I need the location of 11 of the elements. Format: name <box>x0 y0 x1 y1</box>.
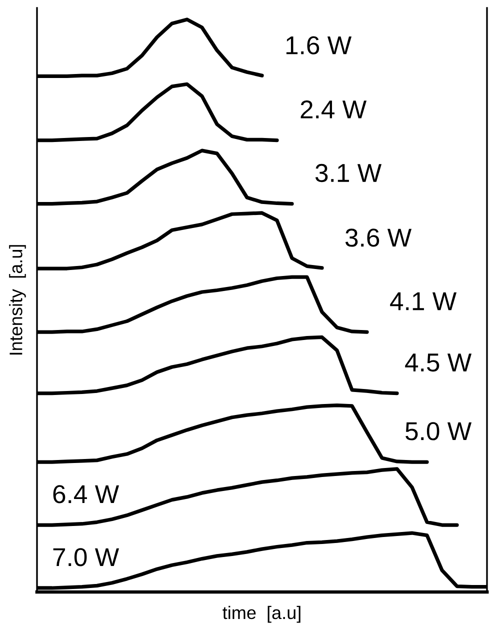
y-axis-title: Intensity [a.u] <box>9 245 26 355</box>
series-label: 5.0 W <box>406 422 472 440</box>
series-label: 1.6 W <box>286 36 352 54</box>
series-label: 6.4 W <box>53 485 120 504</box>
series-label: 2.4 W <box>300 100 367 118</box>
series-label: 4.1 W <box>390 292 457 310</box>
series-label: 7.0 W <box>53 548 120 566</box>
series-label: 4.5 W <box>405 354 472 372</box>
series-label: 3.1 W <box>315 164 382 182</box>
series-label: 3.6 W <box>345 228 412 247</box>
x-axis-title: time [a.u] <box>222 606 300 623</box>
